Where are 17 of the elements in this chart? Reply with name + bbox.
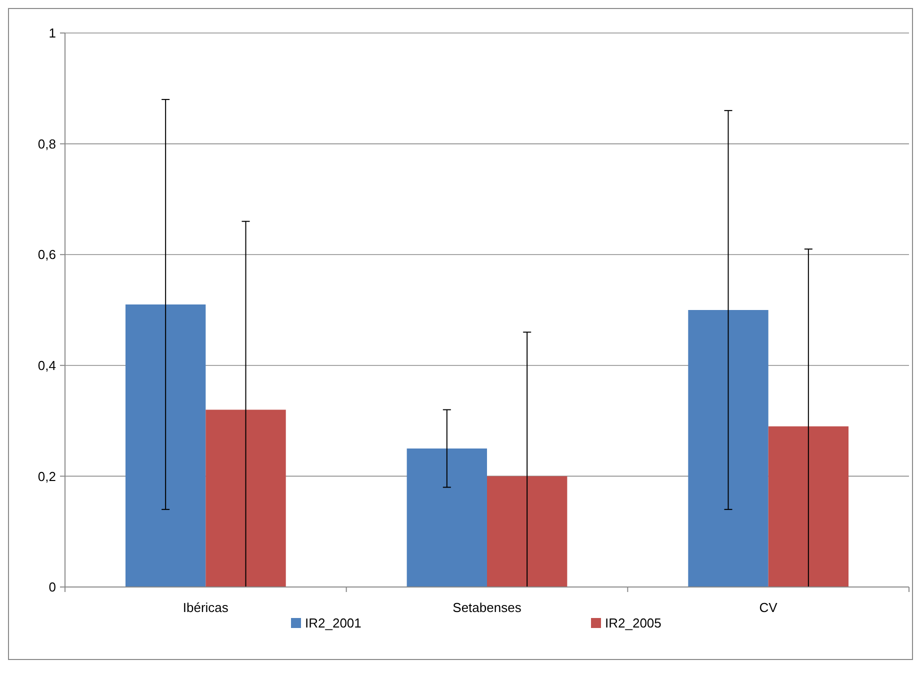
y-tick-label: 0,6 bbox=[38, 247, 56, 262]
x-tick-label: Ibéricas bbox=[182, 600, 229, 615]
y-tick-label: 0,4 bbox=[38, 358, 56, 373]
bar bbox=[125, 304, 206, 587]
bar bbox=[487, 476, 568, 587]
legend-label: IR2_2005 bbox=[605, 616, 662, 631]
y-tick-label: 1 bbox=[48, 26, 56, 41]
y-tick-label: 0,8 bbox=[38, 136, 56, 152]
bar bbox=[768, 426, 849, 587]
bar bbox=[688, 310, 768, 587]
legend-label: IR2_2001 bbox=[305, 616, 362, 631]
y-tick-label: 0,2 bbox=[38, 468, 56, 484]
bar bbox=[206, 410, 286, 587]
y-tick-label: 0 bbox=[48, 580, 56, 595]
x-tick-label: Setabenses bbox=[452, 600, 522, 615]
bar bbox=[406, 448, 487, 587]
x-tick-label: CV bbox=[759, 600, 778, 615]
